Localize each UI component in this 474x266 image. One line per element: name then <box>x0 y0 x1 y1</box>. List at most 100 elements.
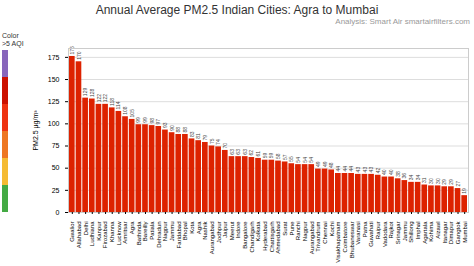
svg-text:54: 54 <box>308 157 314 163</box>
svg-text:34: 34 <box>408 175 414 181</box>
svg-text:Agartala: Agartala <box>422 221 428 244</box>
svg-text:63: 63 <box>235 149 241 155</box>
svg-text:Jaipur: Jaipur <box>222 222 228 238</box>
svg-text:Surat: Surat <box>282 221 288 236</box>
svg-text:Vadodara: Vadodara <box>382 221 388 247</box>
svg-text:63: 63 <box>242 149 248 155</box>
svg-text:99: 99 <box>135 117 141 123</box>
svg-text:129: 129 <box>82 88 88 97</box>
svg-text:0: 0 <box>56 209 60 216</box>
svg-text:81: 81 <box>195 133 201 139</box>
svg-text:99: 99 <box>142 117 148 123</box>
svg-text:100: 100 <box>48 120 60 127</box>
svg-text:128: 128 <box>89 88 95 97</box>
svg-text:Itanagar: Itanagar <box>442 222 448 244</box>
svg-text:125: 125 <box>48 98 60 105</box>
svg-text:83: 83 <box>189 131 195 137</box>
svg-text:Guwahati: Guwahati <box>368 222 374 247</box>
svg-text:62: 62 <box>248 150 254 156</box>
svg-text:Delhi: Delhi <box>83 222 89 236</box>
svg-text:122: 122 <box>96 94 102 103</box>
svg-text:Srinagar: Srinagar <box>395 222 401 245</box>
svg-text:63: 63 <box>229 149 235 155</box>
svg-text:175: 175 <box>48 54 60 61</box>
svg-text:Rajkot: Rajkot <box>388 221 394 238</box>
svg-text:59: 59 <box>262 152 268 158</box>
svg-text:Ranchi: Ranchi <box>295 222 301 241</box>
svg-text:122: 122 <box>102 94 108 103</box>
svg-text:108: 108 <box>122 106 128 115</box>
svg-text:29: 29 <box>441 179 447 185</box>
svg-text:48: 48 <box>328 162 334 168</box>
svg-text:Patna: Patna <box>362 221 368 237</box>
svg-text:Kota: Kota <box>189 221 195 234</box>
svg-text:Imphal: Imphal <box>415 222 421 240</box>
svg-text:Bathinda: Bathinda <box>136 221 142 245</box>
svg-text:PM2.5 μg/m³: PM2.5 μg/m³ <box>32 110 40 151</box>
svg-text:Gwalior: Gwalior <box>69 222 75 242</box>
svg-text:Patiala: Patiala <box>149 221 155 240</box>
svg-text:25: 25 <box>52 187 60 194</box>
svg-text:Pune: Pune <box>289 221 295 236</box>
svg-text:34: 34 <box>415 175 421 181</box>
svg-text:29: 29 <box>448 179 454 185</box>
svg-text:75: 75 <box>52 142 60 149</box>
svg-text:40: 40 <box>381 169 387 175</box>
svg-text:Hyderabad: Hyderabad <box>262 222 268 251</box>
svg-text:19: 19 <box>461 188 467 194</box>
svg-text:58: 58 <box>275 153 281 159</box>
svg-text:79: 79 <box>202 135 208 141</box>
svg-text:Indore: Indore <box>235 221 241 239</box>
svg-text:Jodhpur: Jodhpur <box>216 222 222 244</box>
svg-text:44: 44 <box>342 166 348 172</box>
svg-text:Ludhiana: Ludhiana <box>89 221 95 246</box>
svg-text:Jammu: Jammu <box>402 222 408 242</box>
svg-text:Aizawl: Aizawl <box>435 222 441 239</box>
svg-text:Jammu: Jammu <box>169 222 175 242</box>
svg-text:97: 97 <box>155 119 161 125</box>
svg-text:Visakhapatnam: Visakhapatnam <box>335 221 341 262</box>
svg-text:Trivandrum: Trivandrum <box>315 222 321 252</box>
svg-text:44: 44 <box>335 166 341 172</box>
svg-text:31: 31 <box>421 177 427 183</box>
svg-text:118: 118 <box>109 98 115 106</box>
svg-text:Agra: Agra <box>196 221 202 234</box>
svg-text:42: 42 <box>375 167 381 173</box>
svg-text:98: 98 <box>149 118 155 124</box>
svg-text:Kohima: Kohima <box>428 221 434 242</box>
svg-text:Kolkata: Kolkata <box>255 221 261 242</box>
svg-text:55: 55 <box>288 156 294 162</box>
svg-text:93: 93 <box>162 122 168 128</box>
svg-text:90: 90 <box>169 125 175 131</box>
svg-text:Allahabad: Allahabad <box>76 222 82 249</box>
svg-text:74: 74 <box>215 139 221 145</box>
svg-text:Bhubaneswar: Bhubaneswar <box>349 222 355 259</box>
svg-text:Shillong: Shillong <box>408 222 414 243</box>
svg-text:Dimapur: Dimapur <box>448 222 454 245</box>
svg-text:54: 54 <box>302 157 308 163</box>
svg-text:57: 57 <box>282 154 288 160</box>
svg-text:Chennai: Chennai <box>322 222 328 244</box>
svg-text:Nagpur: Nagpur <box>162 222 168 242</box>
svg-text:Firozabad: Firozabad <box>102 222 108 249</box>
svg-text:Lucknow: Lucknow <box>116 221 122 245</box>
svg-text:Varanasi: Varanasi <box>355 222 361 245</box>
svg-text:30: 30 <box>428 178 434 184</box>
svg-text:Khanna: Khanna <box>109 221 115 242</box>
svg-text:38: 38 <box>395 171 401 177</box>
svg-text:43: 43 <box>355 167 361 173</box>
svg-text:Aurangabad: Aurangabad <box>209 222 215 255</box>
svg-text:Gangtok: Gangtok <box>455 221 461 245</box>
svg-text:Nagpur: Nagpur <box>302 222 308 242</box>
svg-text:75: 75 <box>209 138 215 144</box>
svg-text:61: 61 <box>255 151 261 157</box>
svg-text:Ahmedabad: Ahmedabad <box>275 222 281 254</box>
svg-text:Amritsar: Amritsar <box>122 222 128 244</box>
svg-text:114: 114 <box>115 101 121 109</box>
svg-text:40: 40 <box>388 169 394 175</box>
svg-text:Bareilly: Bareilly <box>142 222 148 242</box>
svg-text:49: 49 <box>322 161 328 167</box>
svg-text:Kochi: Kochi <box>329 222 335 237</box>
svg-text:59: 59 <box>268 152 274 158</box>
svg-text:Mumbai: Mumbai <box>462 222 468 243</box>
